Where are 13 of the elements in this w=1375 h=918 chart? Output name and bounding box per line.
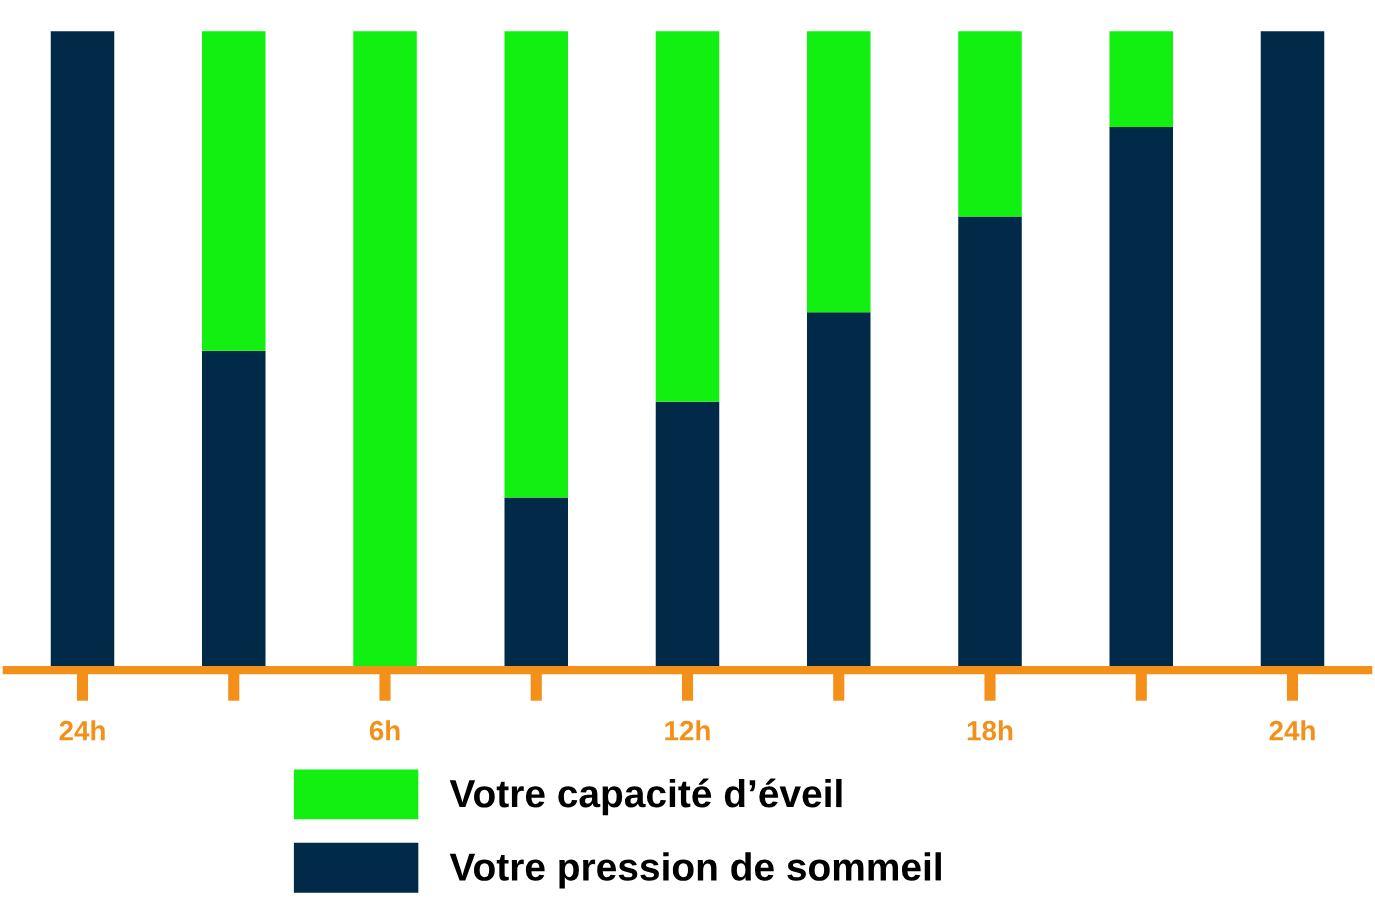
- x-tick-label: 6h: [369, 720, 400, 741]
- bar: [504, 31, 569, 498]
- bar: [655, 31, 720, 402]
- bar: [1109, 31, 1174, 127]
- bar: [958, 31, 1022, 217]
- legend-label: Votre capacité d’éveil: [449, 778, 842, 816]
- x-tick-label: 24h: [1269, 720, 1315, 741]
- x-tick-label: 12h: [665, 720, 710, 741]
- bar: [201, 31, 266, 351]
- bar: [806, 31, 871, 313]
- legend-label: Votre pression de sommeil: [449, 852, 941, 889]
- x-tick-label: 24h: [59, 720, 105, 741]
- x-tick-label: 18h: [967, 720, 1013, 741]
